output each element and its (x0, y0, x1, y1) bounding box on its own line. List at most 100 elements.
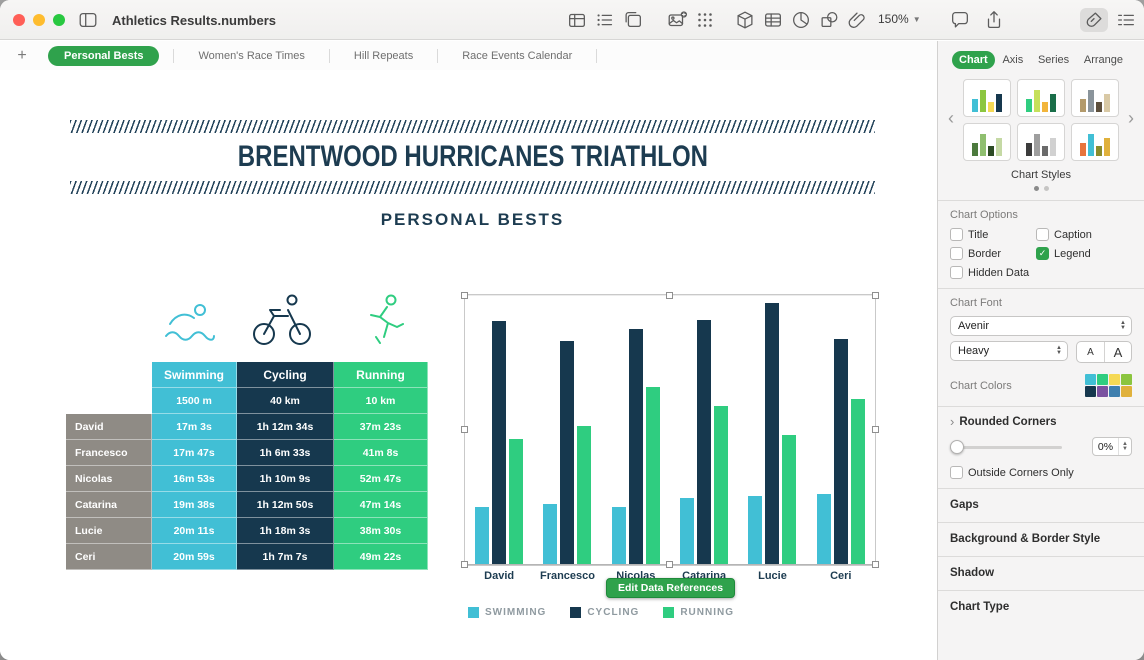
legend-item-swimming[interactable]: SWIMMING (468, 607, 546, 618)
cycling-icon[interactable] (250, 292, 314, 353)
bar-swimming-francesco[interactable] (543, 504, 558, 564)
selection-handle[interactable] (872, 292, 879, 299)
chevron-left-icon[interactable]: ‹ (948, 108, 954, 128)
bar-cycling-david[interactable] (492, 321, 507, 564)
running-icon[interactable] (361, 292, 407, 353)
bar-running-lucie[interactable] (782, 435, 797, 564)
column-header-swimming[interactable]: Swimming (152, 362, 237, 388)
table-cell[interactable]: 17m 47s (152, 440, 237, 466)
table-cell[interactable]: 20m 11s (152, 518, 237, 544)
rounded-corners-slider[interactable] (950, 439, 1062, 454)
format-tab-chart[interactable]: Chart (952, 51, 995, 69)
bar-chart[interactable] (461, 292, 879, 568)
swimming-icon[interactable] (162, 298, 218, 353)
insert-media-icon[interactable] (663, 8, 691, 32)
checkbox-hidden-data[interactable]: Hidden Data (950, 266, 1036, 279)
attachment-icon[interactable] (843, 8, 871, 32)
chart-style-thumbnail[interactable] (1071, 123, 1119, 161)
rounded-corners-stepper[interactable]: 0% ▲ ▼ (1091, 437, 1132, 456)
increase-font-size-button[interactable]: A (1104, 342, 1131, 362)
table-cell[interactable]: 49m 22s (334, 544, 428, 570)
chart-color-swatch[interactable] (1097, 374, 1108, 385)
table-cell[interactable]: 1h 7m 7s (237, 544, 334, 570)
tab-hill-repeats[interactable]: Hill Repeats (353, 49, 414, 62)
chart-color-swatch[interactable] (1109, 374, 1120, 385)
chart-legend[interactable]: SWIMMING CYCLING RUNNING (468, 607, 734, 618)
chevron-right-icon[interactable]: › (1128, 108, 1134, 128)
comment-icon[interactable] (946, 8, 974, 32)
outside-corners-checkbox[interactable]: Outside Corners Only (950, 466, 1132, 479)
insert-table-icon[interactable] (759, 8, 787, 32)
selection-handle[interactable] (872, 426, 879, 433)
legend-item-cycling[interactable]: CYCLING (570, 607, 639, 618)
carousel-dot[interactable] (1043, 186, 1049, 191)
table-copy-icon[interactable] (619, 8, 647, 32)
checkbox-caption[interactable]: Caption (1036, 228, 1132, 241)
font-weight-dropdown[interactable]: Heavy ▲ ▼ (950, 341, 1068, 361)
sheet-subtitle[interactable]: PERSONAL BESTS (380, 210, 565, 229)
close-window-button[interactable] (13, 14, 25, 26)
chart-style-thumbnail[interactable] (963, 123, 1011, 161)
minimize-window-button[interactable] (33, 14, 45, 26)
bar-cycling-catarina[interactable] (697, 320, 712, 564)
row-header-david[interactable]: David (66, 414, 152, 440)
chart-style-thumbnail[interactable] (1071, 79, 1119, 117)
section-gaps[interactable]: Gaps (950, 499, 979, 511)
add-sheet-button[interactable]: + (17, 46, 27, 64)
sheet-title[interactable]: BRENTWOOD HURRICANES TRIATHLON (237, 140, 708, 173)
column-header-running[interactable]: Running (334, 362, 428, 388)
format-tab-series[interactable]: Series (1037, 54, 1070, 66)
table-cell[interactable]: 1h 12m 50s (237, 492, 334, 518)
bar-cycling-francesco[interactable] (560, 341, 575, 564)
insert-shape-icon[interactable] (815, 8, 843, 32)
chart-style-thumbnail[interactable] (1017, 79, 1065, 117)
chart-color-swatch[interactable] (1109, 386, 1120, 397)
share-icon[interactable] (980, 8, 1008, 32)
bar-running-nicolas[interactable] (645, 387, 660, 564)
table-cell[interactable]: 20m 59s (152, 544, 237, 570)
selection-handle[interactable] (461, 426, 468, 433)
table-cell[interactable]: 19m 38s (152, 492, 237, 518)
bar-cycling-nicolas[interactable] (628, 329, 643, 564)
chart-color-swatch[interactable] (1097, 386, 1108, 397)
bar-swimming-catarina[interactable] (680, 498, 695, 564)
table-cell[interactable]: 41m 8s (334, 440, 428, 466)
format-brush-icon[interactable] (1080, 8, 1108, 32)
add-table-icon[interactable] (563, 8, 591, 32)
selection-handle[interactable] (461, 292, 468, 299)
chart-style-thumbnail[interactable] (963, 79, 1011, 117)
format-tab-arrange[interactable]: Arrange (1083, 54, 1123, 66)
chart-color-swatch[interactable] (1085, 386, 1096, 397)
row-header-nicolas[interactable]: Nicolas (66, 466, 152, 492)
chart-style-thumbnail[interactable] (1017, 123, 1065, 161)
zoom-control[interactable]: 150% ▼ (878, 12, 921, 26)
bar-running-ceri[interactable] (850, 399, 865, 564)
bar-running-catarina[interactable] (714, 406, 729, 564)
checkbox-legend[interactable]: ✓ Legend (1036, 247, 1132, 260)
carousel-dot[interactable] (1033, 186, 1039, 191)
column-subheader-swimming[interactable]: 1500 m (152, 388, 237, 414)
chart-color-swatch[interactable] (1121, 386, 1132, 397)
bar-swimming-david[interactable] (475, 507, 490, 564)
format-tab-axis[interactable]: Axis (1002, 54, 1024, 66)
bar-cycling-ceri[interactable] (833, 339, 848, 564)
table-cell[interactable]: 1h 18m 3s (237, 518, 334, 544)
row-header-lucie[interactable]: Lucie (66, 518, 152, 544)
table-cell[interactable]: 38m 30s (334, 518, 428, 544)
organize-icon[interactable] (1112, 8, 1140, 32)
section-shadow[interactable]: Shadow (950, 567, 995, 579)
section-background-border-style[interactable]: Background & Border Style (950, 533, 1101, 545)
column-subheader-running[interactable]: 10 km (334, 388, 428, 414)
bulleted-list-icon[interactable] (591, 8, 619, 32)
bar-swimming-ceri[interactable] (816, 494, 831, 564)
insert-object-icon[interactable] (731, 8, 759, 32)
tab-race-events-calendar[interactable]: Race Events Calendar (462, 49, 573, 62)
font-family-dropdown[interactable]: Avenir ▲ ▼ (950, 316, 1132, 336)
table-cell[interactable]: 37m 23s (334, 414, 428, 440)
row-header-francesco[interactable]: Francesco (66, 440, 152, 466)
stepper-arrows-icon[interactable]: ▲ ▼ (1118, 438, 1131, 455)
chart-color-swatch[interactable] (1121, 374, 1132, 385)
column-subheader-cycling[interactable]: 40 km (237, 388, 334, 414)
bar-running-francesco[interactable] (577, 426, 592, 564)
section-chart-type[interactable]: Chart Type (950, 601, 1010, 613)
